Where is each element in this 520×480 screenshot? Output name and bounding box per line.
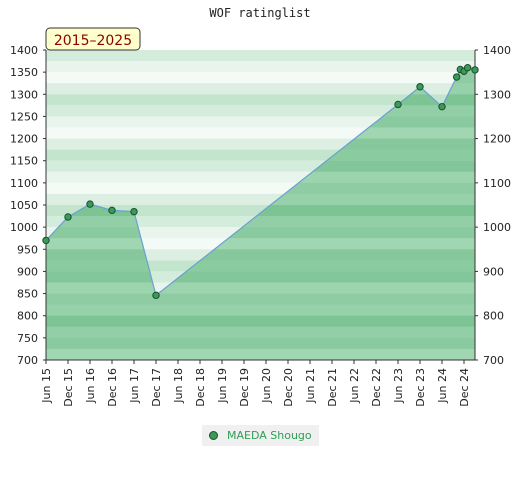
- plot-band: [46, 160, 475, 172]
- x-tick-label: Jun 16: [84, 368, 97, 404]
- y-tick-label: 1150: [10, 155, 38, 168]
- y-tick-label: 1300: [10, 88, 38, 101]
- plot-band: [46, 94, 475, 106]
- plot-band: [46, 116, 475, 128]
- data-point: [471, 66, 479, 74]
- data-point: [152, 291, 160, 300]
- y-tick-label: 1000: [10, 221, 38, 234]
- x-tick-label: Dec 15: [62, 368, 75, 407]
- plot-band: [46, 72, 475, 84]
- year-badge-label: 2015–2025: [54, 33, 132, 49]
- plot-band: [46, 83, 475, 95]
- x-tick-label: Jun 22: [348, 368, 361, 404]
- plot-band: [46, 182, 475, 194]
- data-point: [64, 213, 72, 221]
- x-tick-label: Jun 17: [128, 368, 141, 404]
- y-tick-label: 1250: [10, 110, 38, 123]
- x-tick-label: Jun 20: [260, 368, 273, 404]
- data-point: [130, 207, 138, 216]
- plot-band: [46, 171, 475, 183]
- y-tick-label: 700: [17, 354, 38, 367]
- area-stripe: [46, 249, 475, 261]
- y-tick-label: 1100: [10, 177, 38, 190]
- y-tick-label: 1200: [10, 133, 38, 146]
- data-point: [86, 200, 94, 208]
- plot-band: [46, 61, 475, 73]
- x-tick-label: Dec 18: [194, 368, 207, 407]
- x-tick-label: Jun 21: [304, 368, 317, 404]
- data-point: [452, 73, 461, 81]
- y-tick-label: 1350: [10, 66, 38, 79]
- x-tick-label: Dec 16: [106, 368, 119, 407]
- plot-band: [46, 50, 475, 62]
- y-right-tick-label: 1200: [483, 133, 511, 146]
- y-tick-label: 1400: [10, 44, 38, 57]
- y-tick-label: 950: [17, 243, 38, 256]
- x-tick-label: Dec 21: [326, 368, 339, 407]
- x-tick-label: Dec 24: [458, 368, 471, 407]
- y-tick-label: 1050: [10, 199, 38, 212]
- plot-band: [46, 138, 475, 150]
- year-badge-box: [45, 27, 141, 51]
- x-tick-label: Dec 23: [414, 368, 427, 407]
- y-right-tick-label: 800: [483, 310, 504, 323]
- plot-band: [46, 105, 475, 117]
- y-right-tick-label: 1400: [483, 44, 511, 57]
- plot-band: [46, 149, 475, 161]
- y-right-tick-label: 1000: [483, 221, 511, 234]
- x-tick-label: Dec 22: [370, 368, 383, 407]
- chart-title: WOF ratinglist: [209, 6, 310, 20]
- data-point: [394, 100, 402, 109]
- data-points: [42, 64, 479, 300]
- x-tick-label: Jun 24: [436, 368, 449, 404]
- legend: MAEDA Shougo: [202, 425, 319, 446]
- y-right-tick-label: 700: [483, 354, 504, 367]
- area-stripe: [46, 227, 475, 239]
- data-point: [108, 206, 116, 215]
- x-tick-label: Dec 19: [238, 368, 251, 407]
- y-tick-label: 850: [17, 288, 38, 301]
- y-right-tick-label: 1100: [483, 177, 511, 190]
- x-tick-label: Jun 23: [392, 368, 405, 404]
- x-tick-label: Jun 18: [172, 368, 185, 404]
- plot-band: [46, 205, 475, 217]
- y-tick-label: 800: [17, 310, 38, 323]
- y-right-tick-label: 900: [483, 265, 504, 278]
- y-tick-label: 900: [17, 265, 38, 278]
- x-tick-label: Jun 15: [40, 368, 53, 404]
- x-tick-label: Dec 17: [150, 368, 163, 407]
- area-stripe: [46, 271, 475, 283]
- area-stripe: [46, 315, 475, 327]
- plot-band: [46, 193, 475, 205]
- axes: 700 750 800 850 900 950 1000 1050 1100 1150 1200 12…: [10, 44, 511, 407]
- data-point: [438, 102, 446, 111]
- legend-marker-icon: [209, 431, 218, 440]
- plot-band: [46, 127, 475, 139]
- legend-label: MAEDA Shougo: [227, 429, 312, 442]
- x-tick-label: Dec 20: [282, 368, 295, 407]
- area-stripe: [46, 293, 475, 305]
- y-tick-label: 750: [17, 332, 38, 345]
- area-stripe: [46, 337, 475, 349]
- data-point: [463, 64, 472, 72]
- y-right-tick-label: 1300: [483, 88, 511, 101]
- x-tick-label: Jun 19: [216, 368, 229, 404]
- data-point: [416, 83, 424, 91]
- year-badge: 2015–2025: [45, 27, 141, 51]
- data-point: [42, 236, 50, 245]
